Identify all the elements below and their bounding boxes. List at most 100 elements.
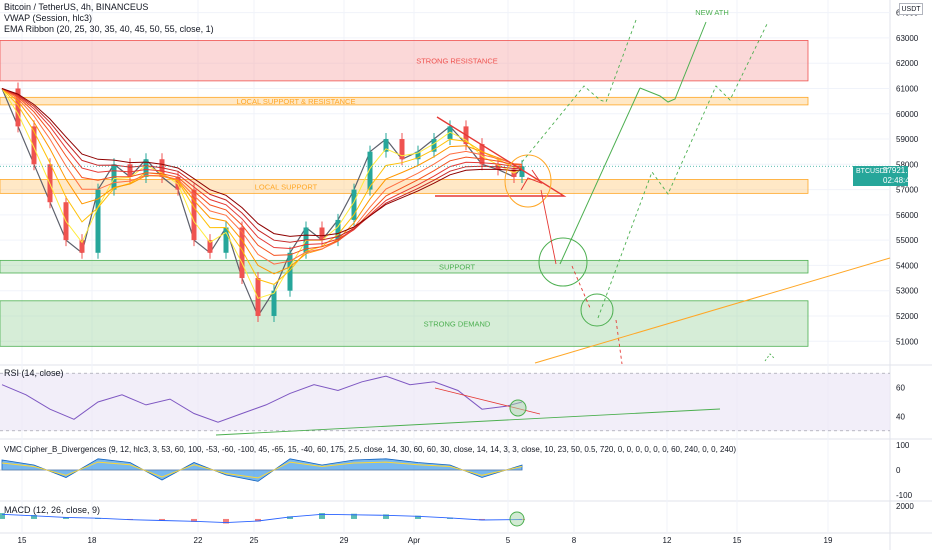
- macd-legend[interactable]: MACD (12, 26, close, 9): [4, 505, 101, 515]
- last-price-tag: BTCUSDT 57921.97 02:48:41: [853, 166, 916, 186]
- bull-projection-solid: [559, 87, 641, 265]
- x-tick-label: 8: [572, 536, 577, 545]
- candle-body: [367, 151, 373, 190]
- candle-body: [383, 139, 389, 152]
- candle-body: [127, 164, 133, 177]
- candle-body: [191, 189, 197, 241]
- x-tick-label: 18: [88, 536, 97, 545]
- zone-label: SUPPORT: [439, 263, 476, 272]
- bull-projection-stub: [764, 353, 776, 362]
- rsi-line: [1, 375, 523, 423]
- rsi-legend[interactable]: RSI (14, close): [4, 368, 64, 378]
- price-tick-label: 61000: [896, 84, 919, 93]
- rsi-tick-label: 60: [896, 384, 905, 393]
- macd-layer: [0, 511, 525, 527]
- macd-histogram-bar: [0, 513, 5, 519]
- price-tick-label: 53000: [896, 287, 919, 296]
- x-tick-label: 15: [18, 536, 27, 545]
- candle-body: [79, 240, 85, 253]
- breakout-ellipse: [504, 154, 552, 208]
- x-tick-label: 12: [663, 536, 672, 545]
- candle-body: [399, 139, 405, 160]
- candle-body: [519, 166, 525, 177]
- ema-ribbon-line-2: [1, 88, 523, 275]
- ema-ribbon-legend[interactable]: EMA Ribbon (20, 25, 30, 35, 40, 45, 50, …: [4, 24, 214, 34]
- symbol-legend[interactable]: Bitcoin / TetherUS, 4h, BINANCEUS: [4, 2, 149, 12]
- candle-body: [15, 88, 21, 127]
- price-layer: [0, 82, 890, 322]
- price-tick-label: 62000: [896, 59, 919, 68]
- ema-ribbon-line-6: [1, 88, 523, 243]
- macd-histogram-bar: [31, 515, 37, 519]
- price-tag-price: 57921.97: [883, 166, 917, 175]
- rsi-layer: [0, 372, 890, 436]
- candle-body: [95, 189, 101, 253]
- macd-histogram-bar: [383, 514, 389, 519]
- x-tick-label: 29: [340, 536, 349, 545]
- candle-body: [335, 219, 341, 241]
- price-tick-label: 55000: [896, 236, 919, 245]
- candle-body: [255, 278, 261, 316]
- price-tick-label: 56000: [896, 211, 919, 220]
- candle-body: [175, 176, 181, 190]
- candle-body: [239, 227, 245, 279]
- x-tick-label: 15: [733, 536, 742, 545]
- cipher-layer: [0, 458, 523, 482]
- vwap-legend[interactable]: VWAP (Session, hlc3): [4, 13, 93, 23]
- candle-body: [271, 290, 277, 316]
- zone-3: [0, 259, 809, 274]
- price-tick-label: 54000: [896, 261, 919, 270]
- target-circle-1: [538, 237, 588, 287]
- rsi-tick-label: 40: [896, 412, 905, 421]
- zone-label: LOCAL SUPPORT: [255, 182, 318, 191]
- x-tick-label: 22: [194, 536, 203, 545]
- new-ath-label: NEW ATH: [695, 8, 729, 17]
- candle-body: [207, 240, 213, 253]
- price-tick-label: 58000: [896, 160, 919, 169]
- x-tick-label: Apr: [408, 536, 421, 545]
- macd-histogram-bar: [255, 518, 261, 522]
- ema-ribbon-line-1: [1, 88, 523, 285]
- price-tick-label: 63000: [896, 34, 919, 43]
- macd-histogram-bar: [351, 513, 357, 519]
- candle-body: [351, 189, 357, 220]
- ema-ribbon-line-4: [1, 88, 523, 256]
- price-tick-label: 57000: [896, 186, 919, 195]
- macd-histogram-bar: [223, 518, 229, 524]
- long-trendline: [534, 257, 891, 364]
- macd-circle: [509, 511, 525, 527]
- rsi-circle: [509, 399, 527, 417]
- drawings-layer: NEW ATH: [435, 8, 891, 365]
- zone-label: STRONG RESISTANCE: [416, 57, 498, 66]
- x-tick-label: 19: [824, 536, 833, 545]
- candle-body: [431, 139, 437, 152]
- candle-body: [287, 252, 293, 291]
- zone-label: LOCAL SUPPORT & RESISTANCE: [237, 97, 356, 106]
- x-tick-label: 5: [506, 536, 511, 545]
- bull-projection-dashed-2: [597, 21, 769, 319]
- down-projection-3: [615, 319, 623, 365]
- rsi-band: [0, 373, 890, 431]
- candle-body: [31, 126, 37, 165]
- cipher-legend[interactable]: VMC Cipher_B_Divergences (9, 12, hlc3, 3…: [4, 445, 737, 454]
- candle-body: [319, 227, 325, 241]
- cipher-money-flow-line: [1, 461, 523, 479]
- bull-projection-ath: [639, 21, 707, 103]
- currency-selector[interactable]: USDT: [899, 3, 923, 15]
- macd-histogram-bar: [63, 517, 69, 519]
- candle-body: [143, 159, 149, 177]
- macd-histogram-bar: [287, 516, 293, 519]
- cipher-tick-label: 100: [896, 441, 910, 450]
- ema-ribbon-line-3: [1, 88, 523, 265]
- target-circle-2: [580, 293, 614, 327]
- price-tag-symbol: BTCUSDT: [856, 168, 890, 175]
- macd-histogram-bar: [159, 518, 165, 521]
- zone-label: STRONG DEMAND: [424, 320, 491, 329]
- breakout-zigzag: [520, 169, 543, 191]
- candle-body: [415, 151, 421, 160]
- ema-ribbon-line-7: [1, 88, 523, 237]
- macd-tick-label: 2000: [896, 502, 914, 511]
